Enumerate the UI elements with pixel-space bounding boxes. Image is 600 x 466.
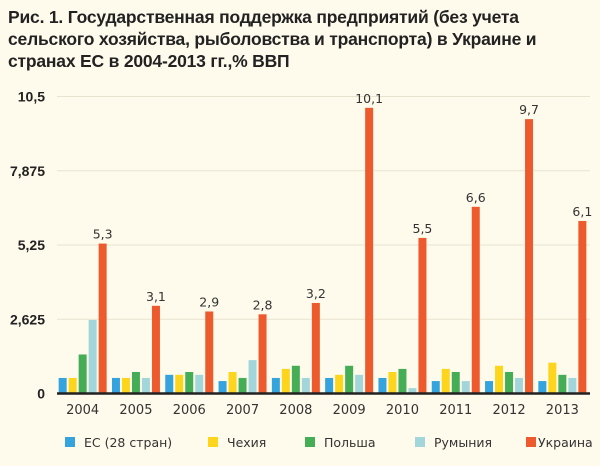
bar-1-2012 (495, 365, 504, 394)
data-label: 5,5 (413, 221, 433, 236)
legend-label: Чехия (227, 435, 266, 450)
bar-4-2012 (525, 119, 534, 394)
bar-0-2004 (58, 377, 67, 394)
bar-2-2011 (451, 372, 460, 394)
bar-3-2006 (195, 374, 204, 394)
data-label: 9,7 (519, 102, 539, 117)
x-tick-label: 2007 (226, 403, 259, 418)
bar-4-2007 (258, 314, 267, 394)
legend-swatch (305, 437, 315, 447)
x-tick-label: 2011 (439, 403, 472, 418)
bar-1-2006 (175, 374, 184, 394)
legend-swatch (415, 437, 425, 447)
bar-2-2007 (238, 377, 247, 394)
bar-0-2010 (378, 377, 387, 394)
legend-swatch (65, 437, 75, 447)
legend-label: Польша (324, 435, 376, 450)
bar-1-2011 (441, 368, 450, 394)
bar-2-2006 (185, 372, 194, 394)
data-label: 5,3 (93, 227, 113, 242)
data-label: 6,6 (466, 190, 486, 205)
x-tick-label: 2005 (119, 403, 152, 418)
y-tick-label: 5,25 (18, 237, 45, 253)
legend-label: Украина (538, 435, 593, 450)
bar-1-2007 (228, 372, 237, 394)
bar-4-2004 (98, 243, 107, 394)
bar-1-2004 (68, 377, 77, 394)
bar-2-2004 (78, 354, 87, 394)
bar-3-2010 (408, 388, 417, 394)
bar-0-2013 (538, 381, 547, 394)
x-tick-label: 2012 (493, 403, 526, 418)
bar-4-2009 (365, 107, 374, 394)
chart-title: Рис. 1. Государственная поддержка предпр… (8, 7, 537, 71)
data-label: 3,1 (146, 289, 166, 304)
y-tick-label: 2,625 (10, 311, 45, 327)
bar-0-2011 (431, 381, 440, 394)
y-tick-label: 7,875 (10, 163, 45, 179)
bar-1-2013 (548, 362, 557, 394)
bar-2-2009 (345, 365, 354, 394)
bar-4-2013 (578, 220, 587, 394)
legend-swatch (526, 437, 536, 447)
data-label: 10,1 (355, 91, 383, 106)
data-label: 2,8 (253, 297, 273, 312)
bar-0-2005 (111, 377, 120, 394)
x-tick-label: 2006 (173, 403, 206, 418)
bar-2-2012 (505, 372, 514, 394)
bar-4-2011 (471, 206, 480, 394)
bar-0-2007 (218, 381, 227, 394)
x-tick-label: 2013 (546, 403, 579, 418)
x-tick-label: 2009 (333, 403, 366, 418)
bar-3-2008 (301, 377, 310, 394)
x-tick-label: 2008 (279, 403, 312, 418)
bar-2-2013 (558, 374, 567, 394)
x-tick-label: 2004 (66, 403, 99, 418)
bar-2-2008 (291, 365, 300, 394)
bar-1-2005 (121, 377, 130, 394)
bar-3-2007 (248, 360, 257, 394)
legend-label: ЕС (28 стран) (84, 435, 172, 450)
bar-1-2008 (281, 368, 290, 394)
bar-2-2005 (131, 372, 140, 394)
data-label: 2,9 (199, 294, 219, 309)
bar-4-2010 (418, 237, 427, 394)
bar-3-2009 (355, 374, 364, 394)
bar-0-2008 (271, 377, 280, 394)
y-tick-label: 0 (37, 386, 45, 402)
bar-3-2011 (461, 381, 470, 394)
bar-3-2005 (141, 377, 150, 394)
legend-swatch (208, 437, 218, 447)
bar-3-2012 (515, 377, 524, 394)
bar-4-2005 (151, 305, 160, 394)
bar-0-2009 (325, 377, 334, 394)
data-label: 6,1 (572, 204, 592, 219)
y-tick-label: 10,5 (18, 89, 45, 105)
legend-label: Румыния (434, 435, 492, 450)
bar-3-2013 (568, 377, 577, 394)
x-tick-label: 2010 (386, 403, 419, 418)
bar-4-2006 (205, 311, 214, 394)
bar-0-2006 (165, 374, 174, 394)
data-label: 3,2 (306, 286, 326, 301)
bar-3-2004 (88, 319, 97, 394)
bar-4-2008 (311, 302, 320, 394)
bar-1-2009 (335, 374, 344, 394)
bar-2-2010 (398, 368, 407, 394)
bar-0-2012 (485, 381, 494, 394)
bar-1-2010 (388, 372, 397, 394)
